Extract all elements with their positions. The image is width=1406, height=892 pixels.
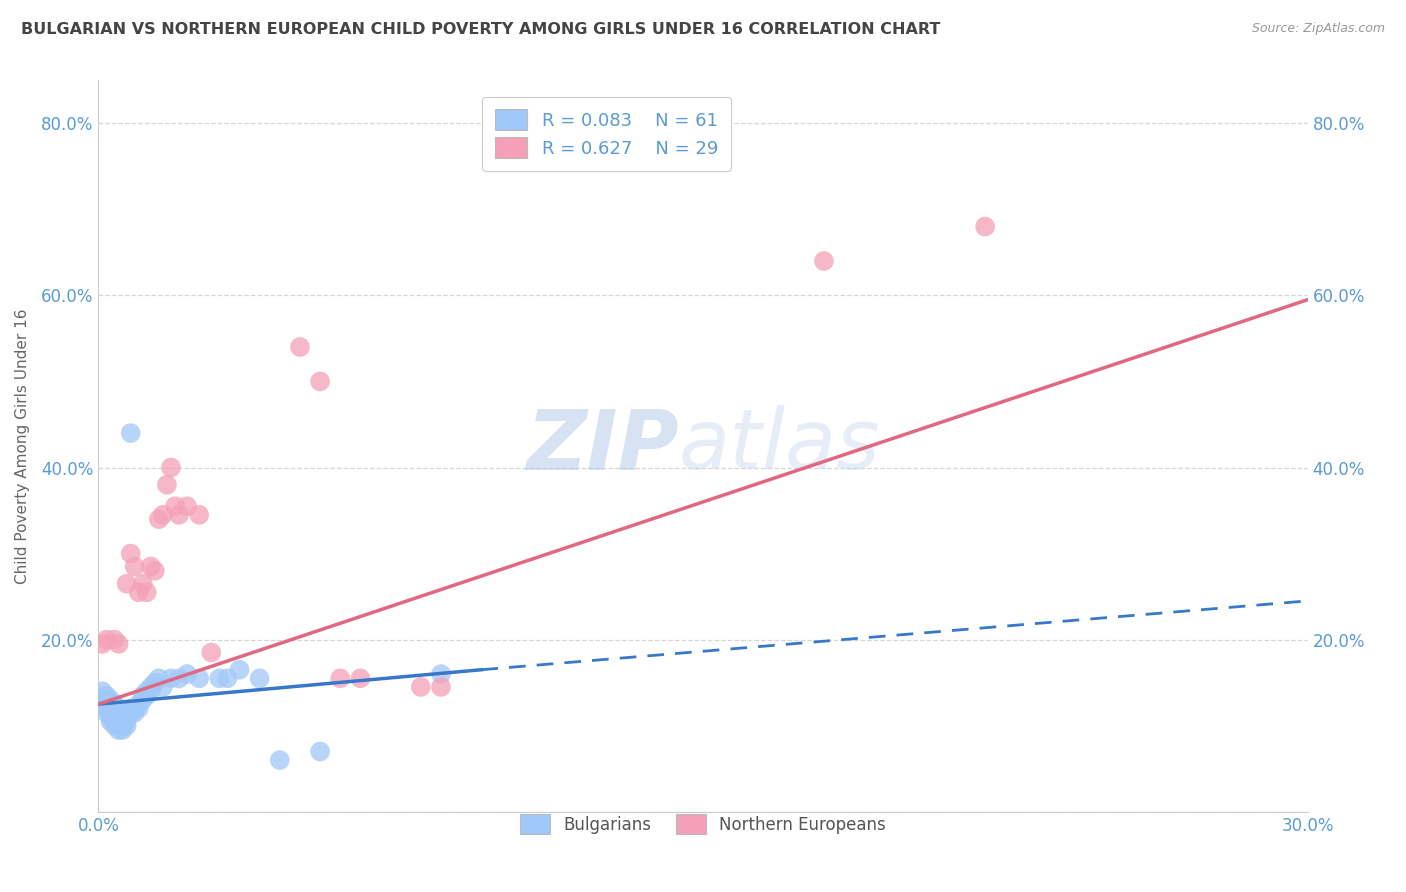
Point [128,697,150,711]
Point [148,671,170,685]
Point [132,693,155,707]
Point [249,671,271,685]
Point [430,680,453,694]
Point [813,254,835,268]
Point [188,671,211,685]
Point [91,693,114,707]
Point [100,710,122,724]
Point [120,706,142,720]
Point [107,637,129,651]
Point [120,426,142,441]
Point [96,689,118,703]
Point [103,632,125,647]
Point [409,680,432,694]
Point [100,693,122,707]
Point [167,508,190,522]
Point [132,689,155,703]
Point [309,375,332,389]
Point [107,723,129,737]
Point [135,585,157,599]
Point [111,723,134,737]
Point [96,632,118,647]
Point [430,667,453,681]
Point [128,701,150,715]
Point [135,684,157,698]
Legend: Bulgarians, Northern Europeans: Bulgarians, Northern Europeans [510,805,896,844]
Point [176,500,198,514]
Point [115,719,138,733]
Point [96,697,118,711]
Point [974,219,997,234]
Point [160,460,183,475]
Point [91,697,114,711]
Point [228,663,250,677]
Point [107,701,129,715]
Point [111,706,134,720]
Point [160,671,183,685]
Point [124,706,146,720]
Point [176,667,198,681]
Point [100,714,122,729]
Point [132,576,155,591]
Point [107,719,129,733]
Point [107,710,129,724]
Point [143,564,166,578]
Point [152,508,174,522]
Text: ZIP: ZIP [526,406,679,486]
Point [120,547,142,561]
Point [135,689,157,703]
Point [124,701,146,715]
Point [115,710,138,724]
Point [103,710,125,724]
Text: atlas: atlas [679,406,880,486]
Point [188,508,211,522]
Point [143,675,166,690]
Point [115,576,138,591]
Point [103,697,125,711]
Text: BULGARIAN VS NORTHERN EUROPEAN CHILD POVERTY AMONG GIRLS UNDER 16 CORRELATION CH: BULGARIAN VS NORTHERN EUROPEAN CHILD POV… [21,22,941,37]
Point [107,714,129,729]
Point [156,477,179,491]
Point [91,637,114,651]
Point [152,680,174,694]
Point [163,500,186,514]
Point [100,706,122,720]
Point [103,701,125,715]
Point [111,710,134,724]
Point [111,714,134,729]
Point [217,671,239,685]
Y-axis label: Child Poverty Among Girls Under 16: Child Poverty Among Girls Under 16 [15,309,30,583]
Point [103,706,125,720]
Point [139,680,162,694]
Point [269,753,291,767]
Point [103,719,125,733]
Point [103,714,125,729]
Point [91,684,114,698]
Point [349,671,371,685]
Point [107,706,129,720]
Point [100,701,122,715]
Point [200,646,222,660]
Point [100,697,122,711]
Point [120,701,142,715]
Point [139,559,162,574]
Point [288,340,311,354]
Point [148,512,170,526]
Point [115,714,138,729]
Point [309,744,332,758]
Point [96,706,118,720]
Point [128,585,150,599]
Point [167,671,190,685]
Point [329,671,352,685]
Point [208,671,231,685]
Point [96,693,118,707]
Point [124,559,146,574]
Text: Source: ZipAtlas.com: Source: ZipAtlas.com [1251,22,1385,36]
Point [139,684,162,698]
Point [96,701,118,715]
Point [111,719,134,733]
